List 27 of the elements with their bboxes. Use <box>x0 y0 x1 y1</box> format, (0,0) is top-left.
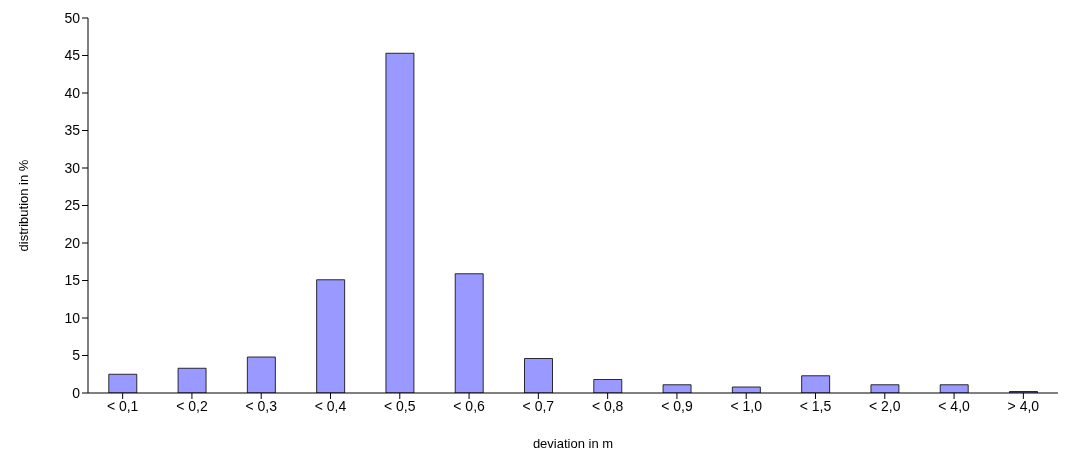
y-tick-label: 30 <box>64 159 81 176</box>
x-tick-label: < 0,3 <box>245 397 278 414</box>
x-tick-label: < 0,7 <box>522 397 555 414</box>
x-tick-label: < 0,8 <box>591 397 624 414</box>
y-tick-label: 50 <box>64 9 81 26</box>
x-tick-label: < 0,6 <box>453 397 486 414</box>
x-tick-label: < 0,9 <box>661 397 693 414</box>
y-axis-title: distribution in % <box>15 159 31 252</box>
y-tick-label: 5 <box>72 347 81 364</box>
x-tick-label: < 4,0 <box>938 397 971 414</box>
y-tick-label: 35 <box>64 122 81 139</box>
x-tick-label: < 2,0 <box>869 397 901 414</box>
y-tick-label: 45 <box>64 47 81 64</box>
y-tick-label: 20 <box>64 234 81 251</box>
y-tick-label: 15 <box>64 272 81 289</box>
x-axis-title: deviation in m <box>532 436 614 451</box>
y-tick-label: 25 <box>64 197 81 214</box>
x-tick-label: > 4,0 <box>1007 397 1040 414</box>
x-tick-label: < 0,4 <box>314 397 347 414</box>
x-tick-label: < 1,0 <box>730 397 763 414</box>
x-tick-label: < 0,2 <box>176 397 208 414</box>
x-tick-label: < 1,5 <box>799 397 832 414</box>
x-tick-label: < 0,1 <box>106 397 139 414</box>
y-tick-label: 0 <box>72 384 81 401</box>
x-tick-label: < 0,5 <box>384 397 416 414</box>
y-tick-label: 40 <box>64 84 81 101</box>
y-tick-label: 10 <box>64 309 81 326</box>
